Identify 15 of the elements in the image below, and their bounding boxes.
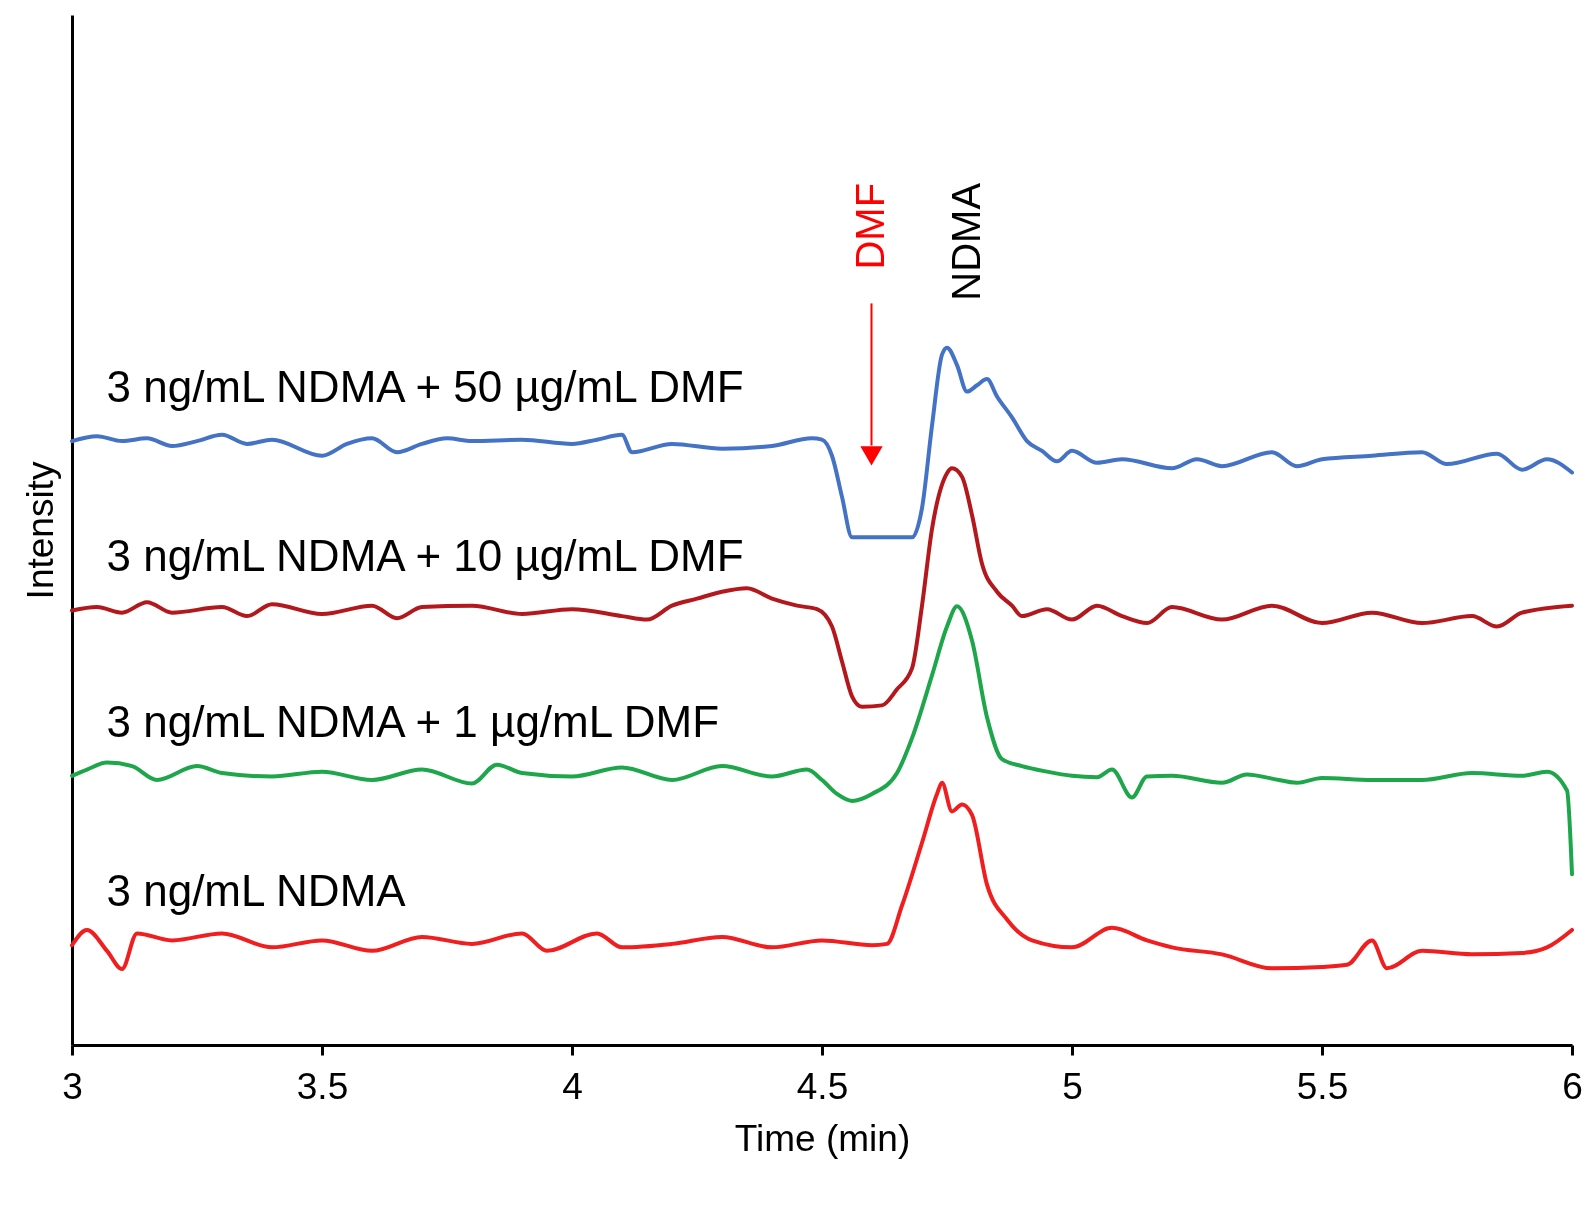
x-axis-title: Time (min) (734, 1117, 911, 1159)
series-label: 3 ng/mL NDMA + 50 µg/mL DMF (106, 361, 744, 411)
x-tick-label: 3.5 (296, 1065, 349, 1107)
series-label: 3 ng/mL NDMA + 10 µg/mL DMF (106, 531, 744, 581)
x-tick-label: 6 (1562, 1065, 1583, 1107)
x-tick-label: 4 (562, 1065, 583, 1107)
text: NDMA (943, 182, 988, 301)
series-label: 3 ng/mL NDMA (106, 865, 407, 915)
x-tick-label: 5.5 (1296, 1065, 1349, 1107)
x-tick-label: 3 (62, 1065, 83, 1107)
series-label: 3 ng/mL NDMA + 1 µg/mL DMF (106, 696, 720, 746)
x-tick-label: 5 (1062, 1065, 1083, 1107)
x-tick-label: 4.5 (796, 1065, 849, 1107)
text: DMF (847, 182, 892, 270)
y-axis-title: Intensity (19, 461, 61, 600)
